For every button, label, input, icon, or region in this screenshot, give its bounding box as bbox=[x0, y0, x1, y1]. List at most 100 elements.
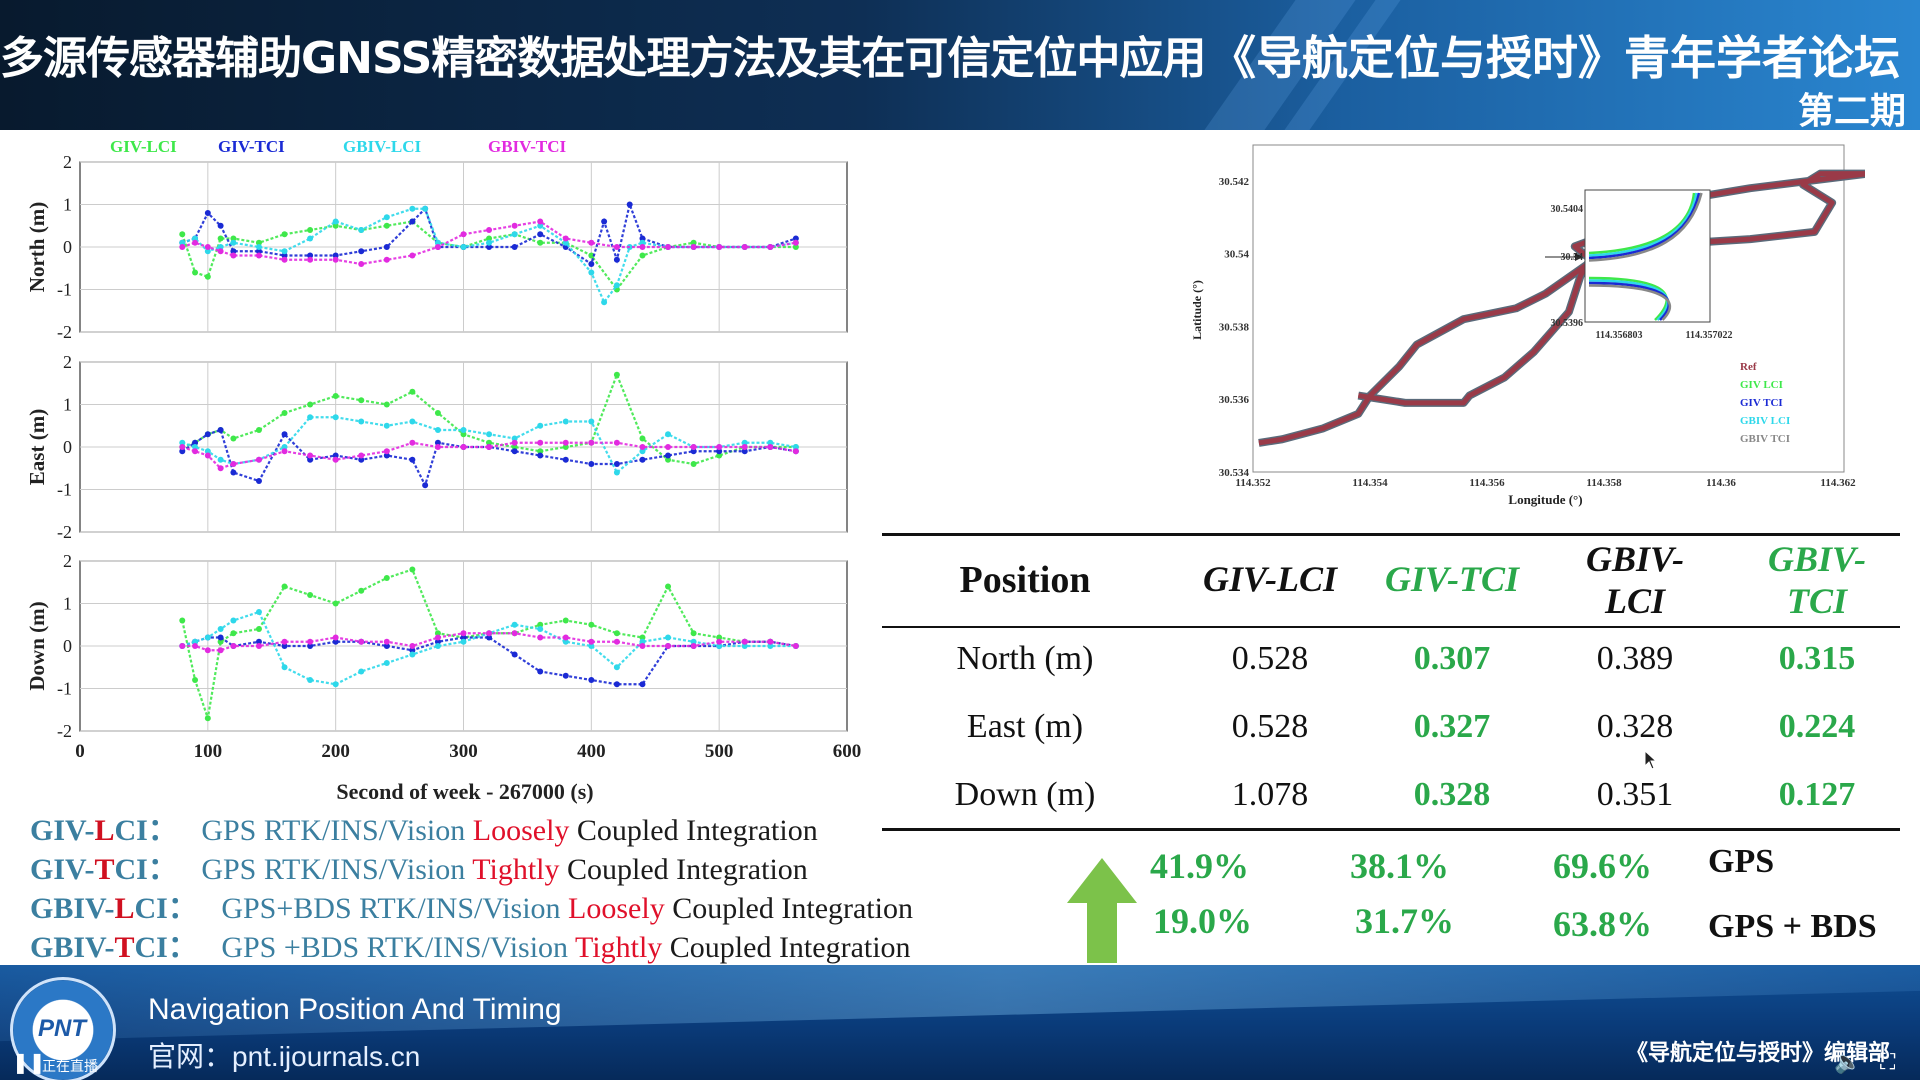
data-point bbox=[192, 239, 199, 246]
data-point bbox=[192, 439, 199, 446]
table-cell: 0.307 bbox=[1413, 640, 1491, 677]
map-y-tick: 30.536 bbox=[1219, 394, 1250, 406]
data-point bbox=[511, 621, 518, 628]
data-point bbox=[486, 239, 493, 246]
data-point bbox=[332, 681, 339, 688]
data-point bbox=[307, 452, 314, 459]
data-point bbox=[665, 431, 672, 438]
volume-icon[interactable]: 🔈 bbox=[1834, 1050, 1862, 1075]
data-point bbox=[204, 244, 211, 250]
inset-curve bbox=[1588, 192, 1698, 257]
data-point bbox=[281, 410, 288, 416]
data-point bbox=[383, 643, 390, 649]
data-point bbox=[588, 643, 595, 649]
map-legend-entry: GIV LCI bbox=[1740, 379, 1783, 391]
data-point bbox=[511, 651, 518, 658]
map-y-label: Latitude (°) bbox=[1190, 280, 1204, 340]
data-point bbox=[639, 252, 646, 259]
data-point bbox=[562, 634, 569, 641]
data-point bbox=[588, 461, 595, 467]
slide-content: GIV-LCI GIV-TCI GBIV-LCI GBIV-TCI 2 1 0 -1 -… bbox=[0, 130, 1920, 965]
data-point bbox=[332, 600, 339, 607]
data-point bbox=[179, 231, 186, 238]
legend-gbiv-lci: GBIV-LCI bbox=[343, 137, 421, 156]
forum-title: 《导航定位与授时》青年学者论坛 bbox=[1210, 31, 1900, 85]
data-point bbox=[217, 647, 224, 654]
data-point bbox=[588, 239, 595, 246]
data-point bbox=[281, 583, 288, 590]
data-point bbox=[792, 239, 799, 246]
data-point bbox=[204, 634, 211, 641]
y-tick-label: 0 bbox=[63, 636, 72, 656]
data-point bbox=[434, 239, 441, 246]
legend-abbr: GIV-LCI： bbox=[30, 814, 178, 847]
data-point bbox=[486, 235, 493, 242]
data-point bbox=[665, 452, 672, 459]
data-point bbox=[460, 634, 467, 641]
slide-title: 多源传感器辅助GNSS精密数据处理方法及其在可信定位中应用 bbox=[0, 33, 1206, 84]
data-point bbox=[332, 634, 339, 641]
data-point bbox=[204, 448, 211, 455]
data-point bbox=[281, 248, 288, 255]
data-point bbox=[179, 244, 186, 250]
data-point bbox=[767, 439, 774, 446]
data-point bbox=[537, 626, 544, 632]
data-point bbox=[409, 218, 416, 225]
data-point bbox=[217, 235, 224, 242]
x-tick-label: 300 bbox=[449, 741, 478, 762]
y-tick-label: 2 bbox=[63, 352, 72, 372]
fullscreen-icon[interactable]: ⛶ bbox=[1880, 1050, 1896, 1075]
data-point bbox=[192, 444, 199, 450]
data-point bbox=[588, 677, 595, 683]
table-cell: 0.224 bbox=[1778, 708, 1856, 745]
data-point bbox=[383, 422, 390, 429]
data-point bbox=[434, 410, 441, 416]
data-point bbox=[383, 214, 390, 221]
data-point bbox=[562, 444, 569, 450]
data-point bbox=[460, 444, 467, 450]
data-point bbox=[358, 227, 365, 233]
data-point bbox=[537, 439, 544, 446]
data-point bbox=[511, 222, 518, 229]
data-point bbox=[460, 231, 467, 238]
data-point bbox=[588, 638, 595, 645]
data-point bbox=[665, 444, 672, 450]
inset-plot: 30.5404 30.54 30.5396 114.356803 114.357022 bbox=[1551, 189, 1732, 341]
data-point bbox=[230, 617, 237, 624]
data-point bbox=[204, 452, 211, 459]
map-x-tick: 114.358 bbox=[1586, 477, 1622, 489]
data-point bbox=[537, 218, 544, 225]
data-point bbox=[613, 282, 620, 289]
data-point bbox=[383, 401, 390, 408]
legend-line: GBIV-LCI： GPS+BDS RTK/INS/Vision Loosely… bbox=[30, 892, 913, 925]
data-point bbox=[255, 239, 262, 246]
y-tick-label: 0 bbox=[63, 437, 72, 457]
x-tick-label: 400 bbox=[577, 741, 606, 762]
pause-icon[interactable]: ❚❚ bbox=[12, 1050, 46, 1074]
legend-giv-tci: GIV-TCI bbox=[218, 137, 285, 156]
data-point bbox=[511, 435, 518, 442]
data-point bbox=[639, 239, 646, 246]
table-cell: 1.078 bbox=[1231, 776, 1309, 813]
data-point bbox=[665, 244, 672, 250]
data-point bbox=[230, 239, 237, 246]
data-point bbox=[281, 231, 288, 238]
legend-giv-lci: GIV-LCI bbox=[110, 137, 177, 156]
issue-label: 第二期 bbox=[1797, 91, 1906, 130]
y-tick-label: -2 bbox=[57, 721, 72, 741]
legend-abbr: GBIV-TCI： bbox=[30, 931, 198, 964]
data-point bbox=[383, 575, 390, 581]
data-point bbox=[639, 244, 646, 250]
data-point bbox=[230, 461, 237, 467]
data-point bbox=[690, 444, 697, 450]
data-point bbox=[217, 626, 224, 632]
data-point bbox=[179, 439, 186, 446]
data-point bbox=[179, 617, 186, 624]
map-x-tick: 114.352 bbox=[1235, 477, 1271, 489]
map-x-tick: 114.354 bbox=[1352, 477, 1388, 489]
map-x-label: Longitude (°) bbox=[1508, 492, 1582, 507]
data-point bbox=[383, 452, 390, 459]
series-line bbox=[181, 207, 797, 305]
data-point bbox=[434, 439, 441, 446]
